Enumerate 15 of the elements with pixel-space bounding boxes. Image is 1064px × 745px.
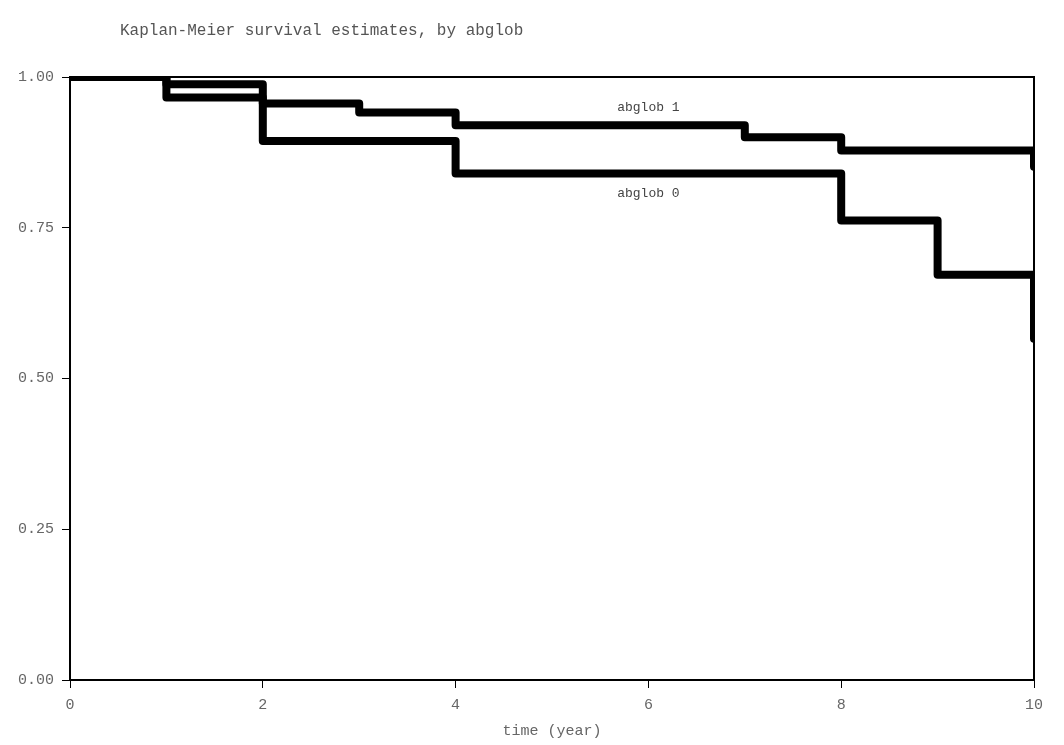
x-tick-label: 0 — [65, 696, 75, 714]
y-tick-label: 0.50 — [17, 370, 55, 388]
x-tick-label: 4 — [451, 696, 461, 714]
x-tick-label: 8 — [836, 696, 846, 714]
y-tick-label: 0.00 — [17, 671, 55, 689]
x-tick-label: 2 — [258, 696, 268, 714]
x-axis-title: time (year) — [502, 722, 602, 740]
y-tick-label: 1.00 — [17, 68, 55, 86]
chart-title: Kaplan-Meier survival estimates, by abglob — [120, 22, 524, 40]
series-label: abglob 0 — [617, 186, 680, 202]
y-tick-label: 0.75 — [17, 219, 55, 237]
x-tick-label: 10 — [1024, 696, 1044, 714]
x-tick-label: 6 — [643, 696, 653, 714]
y-tick-label: 0.25 — [17, 521, 55, 539]
series-label: abglob 1 — [617, 100, 680, 116]
